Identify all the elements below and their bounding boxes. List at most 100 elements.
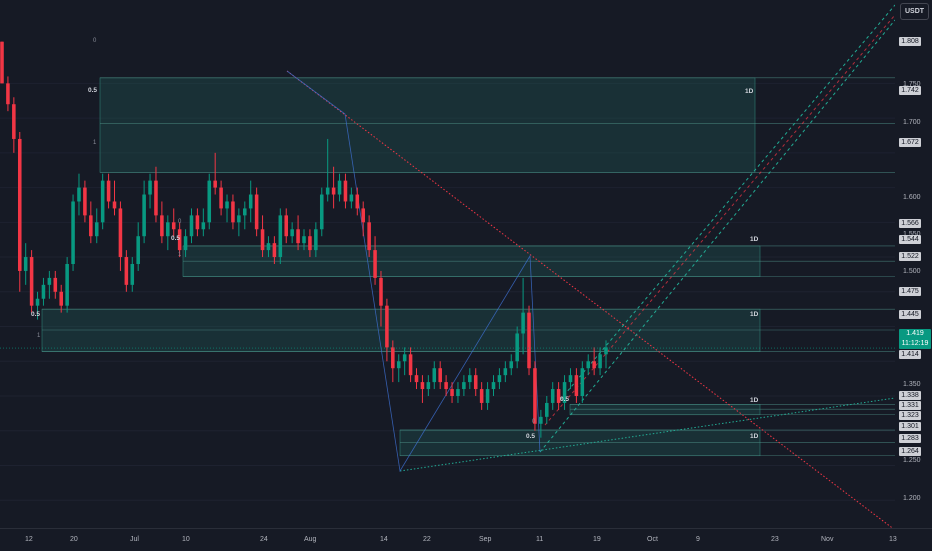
- candle-up: [183, 236, 188, 251]
- candle-up: [266, 243, 271, 251]
- candle-up: [325, 187, 330, 195]
- candle-up: [302, 236, 306, 244]
- time-axis[interactable]: [0, 528, 895, 551]
- candle-down: [408, 354, 413, 376]
- price-tick: 1.600: [903, 194, 921, 201]
- time-tick: 24: [260, 536, 268, 543]
- time-tick: Nov: [821, 536, 834, 543]
- candle-up: [130, 264, 135, 285]
- zone-label-1d-top: 1D: [745, 88, 754, 95]
- candle-up: [225, 201, 229, 209]
- candle-up: [77, 187, 81, 202]
- bar-countdown: 11:12:19: [901, 339, 929, 347]
- price-tag: 1.742: [899, 86, 921, 95]
- candlestick-chart[interactable]: [0, 0, 896, 531]
- candle-up: [47, 277, 52, 285]
- price-tag: 1.445: [899, 310, 921, 319]
- time-tick: Aug: [304, 536, 317, 543]
- candle-up: [248, 194, 253, 209]
- price-tag: 1.544: [899, 235, 921, 244]
- time-tick: 13: [889, 536, 897, 543]
- time-tick: 11: [536, 536, 544, 543]
- candle-up: [462, 382, 466, 390]
- price-tick: 1.250: [903, 457, 921, 464]
- candle-up: [290, 229, 294, 237]
- candle-down: [171, 222, 176, 230]
- time-tick: 14: [380, 536, 388, 543]
- candle-down: [219, 187, 223, 209]
- candle-up: [468, 375, 472, 383]
- swing-path-line: [286, 70, 541, 473]
- time-tick: 12: [25, 536, 33, 543]
- candle-up: [166, 222, 170, 237]
- candle-up: [148, 180, 152, 195]
- candle-down: [450, 389, 454, 396]
- time-tick: Jul: [130, 536, 139, 543]
- candle-down: [6, 83, 10, 105]
- candle-down: [160, 215, 164, 237]
- time-tick: Sep: [479, 536, 492, 543]
- candle-down: [260, 229, 265, 251]
- candle-down: [420, 382, 425, 390]
- price-tick: 1.500: [903, 268, 921, 275]
- currency-selector[interactable]: USDT: [900, 3, 929, 20]
- fib-label-one: 1: [93, 140, 97, 146]
- candle-up: [586, 361, 591, 369]
- candle-up: [207, 180, 212, 223]
- time-tick: 20: [70, 536, 78, 543]
- candle-down: [527, 312, 531, 369]
- candle-down: [118, 208, 123, 258]
- fib-label-half-3: 0.5: [31, 311, 41, 318]
- candle-up: [337, 180, 342, 195]
- candle-up: [243, 208, 247, 216]
- fib-label-zero-2: 0: [178, 219, 182, 225]
- candle-up: [237, 215, 241, 223]
- candle-down: [592, 361, 596, 369]
- candle-down: [556, 389, 561, 403]
- candle-down: [355, 194, 360, 209]
- candle-down: [195, 215, 200, 230]
- candle-down: [53, 277, 58, 292]
- grid: [0, 82, 895, 501]
- candle-down: [361, 208, 365, 223]
- price-tag: 1.672: [899, 138, 921, 147]
- candle-down: [343, 180, 348, 202]
- trend-lines: [286, 4, 896, 531]
- candle-down: [0, 41, 4, 84]
- candle-down: [112, 201, 117, 209]
- price-tick: 1.550: [903, 230, 921, 239]
- price-tag: 1.264: [899, 447, 921, 456]
- candle-down: [373, 250, 377, 278]
- zone-label-1d-4: 1D: [750, 397, 759, 404]
- price-tag: 1.566: [899, 219, 921, 228]
- descending-resistance-line: [286, 70, 896, 531]
- fib-label-half: 0.5: [88, 87, 98, 94]
- candle-up: [509, 361, 514, 369]
- fib-zone: [399, 429, 761, 457]
- candle-up: [65, 264, 69, 306]
- candle-up: [94, 222, 99, 237]
- candle-down: [254, 194, 259, 230]
- fib-zone: [99, 77, 756, 173]
- fib-zone: [569, 404, 761, 416]
- price-tag: 1.323: [899, 411, 921, 420]
- candle-down: [438, 368, 442, 383]
- time-tick: 22: [423, 536, 431, 543]
- candle-down: [479, 389, 484, 403]
- candle-up: [456, 389, 460, 396]
- candle-up: [201, 222, 206, 230]
- candle-down: [574, 375, 579, 396]
- price-tag: 1.414: [899, 350, 921, 359]
- price-tick: 1.750: [903, 81, 921, 88]
- candle-up: [545, 402, 549, 417]
- current-price: 1.419: [906, 330, 924, 337]
- candle-down: [391, 347, 395, 369]
- candle-up: [71, 201, 75, 264]
- price-tag: 1.338: [899, 391, 921, 400]
- candle-up: [521, 312, 525, 334]
- time-tick: 23: [771, 536, 779, 543]
- chart-area[interactable]: 0 0.5 1 0 0.5 1 0.5 1 0.5 0 0.5 1D 1D 1D…: [0, 0, 896, 531]
- candle-up: [426, 382, 431, 390]
- zone-label-1d-3: 1D: [750, 311, 759, 318]
- candle-down: [59, 291, 63, 306]
